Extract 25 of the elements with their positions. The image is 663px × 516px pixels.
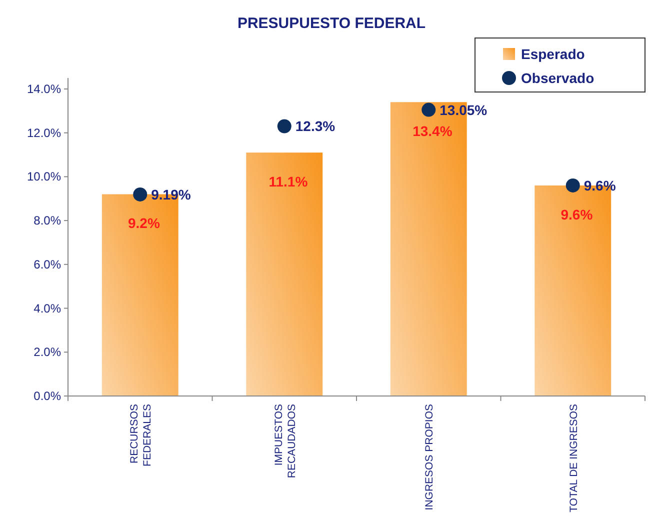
data-label: 11.1% <box>268 174 308 190</box>
y-tick-label: 4.0% <box>34 301 62 316</box>
bar <box>246 152 323 396</box>
chart-title: PRESUPUESTO FEDERAL <box>237 15 426 32</box>
y-tick-label: 8.0% <box>34 214 62 228</box>
data-label: 9.6% <box>560 206 594 222</box>
y-tick-label: 10.0% <box>26 170 62 184</box>
point <box>422 102 436 117</box>
y-tick-label: 6.0% <box>34 257 62 272</box>
x-tick-label: TOTAL DE INGRESOS <box>568 404 580 512</box>
x-tick-label: INGRESOS PROPIOS <box>424 404 436 510</box>
y-tick-label: 14.0% <box>26 82 62 96</box>
point <box>133 187 148 202</box>
legend-label: Observado <box>521 70 594 86</box>
y-tick-label: 2.0% <box>34 345 62 360</box>
legend-label: Esperado <box>521 46 585 62</box>
x-tick-label: RECURSOS FEDERALES <box>128 404 154 466</box>
data-label: 9.2% <box>128 215 160 232</box>
data-label: 12.3% <box>295 118 336 134</box>
point <box>277 119 292 134</box>
y-tick-label: 12.0% <box>26 126 62 140</box>
data-label: 13.4% <box>412 123 453 140</box>
x-tick-label: IMPUESTOS RECAUDADOS <box>272 404 298 478</box>
y-tick-label: 0.0% <box>34 389 62 403</box>
point <box>566 178 580 192</box>
